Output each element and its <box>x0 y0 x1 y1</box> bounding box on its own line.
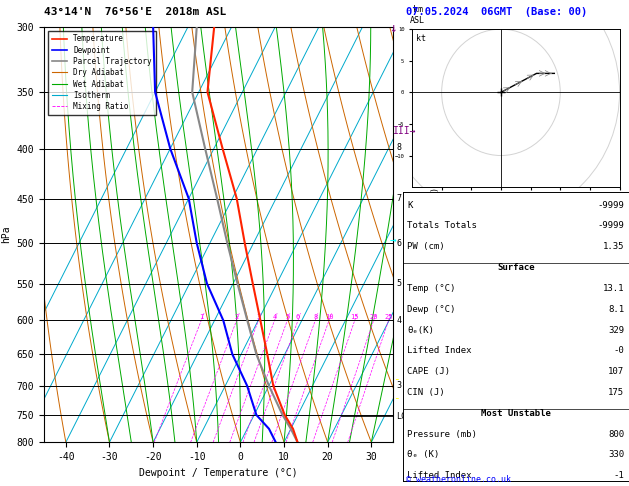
Text: -1: -1 <box>614 471 625 480</box>
Text: Lifted Index: Lifted Index <box>407 471 472 480</box>
Text: -: - <box>393 374 399 384</box>
Text: Pressure (mb): Pressure (mb) <box>407 430 477 439</box>
Text: 7: 7 <box>397 194 401 203</box>
Text: 8: 8 <box>397 143 401 152</box>
Legend: Temperature, Dewpoint, Parcel Trajectory, Dry Adiabat, Wet Adiabat, Isotherm, Mi: Temperature, Dewpoint, Parcel Trajectory… <box>48 31 155 115</box>
Text: 330: 330 <box>608 451 625 459</box>
Text: km
ASL: km ASL <box>410 5 425 25</box>
Text: Most Unstable: Most Unstable <box>481 409 551 418</box>
Text: 5: 5 <box>285 314 289 320</box>
Text: 8.1: 8.1 <box>608 305 625 314</box>
X-axis label: Dewpoint / Temperature (°C): Dewpoint / Temperature (°C) <box>139 468 298 478</box>
Text: 6: 6 <box>397 239 401 248</box>
Text: -9999: -9999 <box>598 222 625 230</box>
Y-axis label: hPa: hPa <box>1 226 11 243</box>
Text: ↓: ↓ <box>389 22 397 35</box>
Text: 800: 800 <box>608 430 625 439</box>
Text: kt: kt <box>416 34 426 43</box>
Text: Surface: Surface <box>497 263 535 272</box>
Text: 329: 329 <box>608 326 625 334</box>
Text: 15: 15 <box>350 314 359 320</box>
Text: K: K <box>407 201 413 209</box>
Text: 2: 2 <box>235 314 238 320</box>
Text: Lifted Index: Lifted Index <box>407 347 472 355</box>
Text: 07.05.2024  06GMT  (Base: 00): 07.05.2024 06GMT (Base: 00) <box>406 7 587 17</box>
Text: θₑ(K): θₑ(K) <box>407 326 434 334</box>
Text: 3: 3 <box>397 381 401 390</box>
Text: Temp (°C): Temp (°C) <box>407 284 455 293</box>
Text: 3: 3 <box>256 314 260 320</box>
Text: PW (cm): PW (cm) <box>407 243 445 251</box>
Text: 13.1: 13.1 <box>603 284 625 293</box>
Text: 20: 20 <box>369 314 378 320</box>
Text: 175: 175 <box>608 388 625 397</box>
Text: © weatheronline.co.uk: © weatheronline.co.uk <box>406 474 511 484</box>
Text: -0: -0 <box>614 347 625 355</box>
Text: 25: 25 <box>384 314 392 320</box>
Text: 4: 4 <box>272 314 277 320</box>
Text: 8: 8 <box>313 314 318 320</box>
Text: -9999: -9999 <box>598 201 625 209</box>
Text: Dewp (°C): Dewp (°C) <box>407 305 455 314</box>
Text: 43°14'N  76°56'E  2018m ASL: 43°14'N 76°56'E 2018m ASL <box>44 7 226 17</box>
Text: III→: III→ <box>393 126 416 136</box>
Text: 107: 107 <box>608 367 625 376</box>
Text: θₑ (K): θₑ (K) <box>407 451 439 459</box>
Text: CIN (J): CIN (J) <box>407 388 445 397</box>
Text: Mixing Ratio (g/kg): Mixing Ratio (g/kg) <box>430 187 440 282</box>
Text: 6: 6 <box>296 314 300 320</box>
Text: Totals Totals: Totals Totals <box>407 222 477 230</box>
Text: 1: 1 <box>199 314 203 320</box>
Text: 1.35: 1.35 <box>603 243 625 251</box>
Text: →: → <box>390 236 396 245</box>
Text: LCL: LCL <box>397 412 411 420</box>
Text: -: - <box>393 394 399 403</box>
Text: 4: 4 <box>397 316 401 325</box>
Text: 10: 10 <box>325 314 333 320</box>
Text: 5: 5 <box>397 279 401 288</box>
Text: CAPE (J): CAPE (J) <box>407 367 450 376</box>
